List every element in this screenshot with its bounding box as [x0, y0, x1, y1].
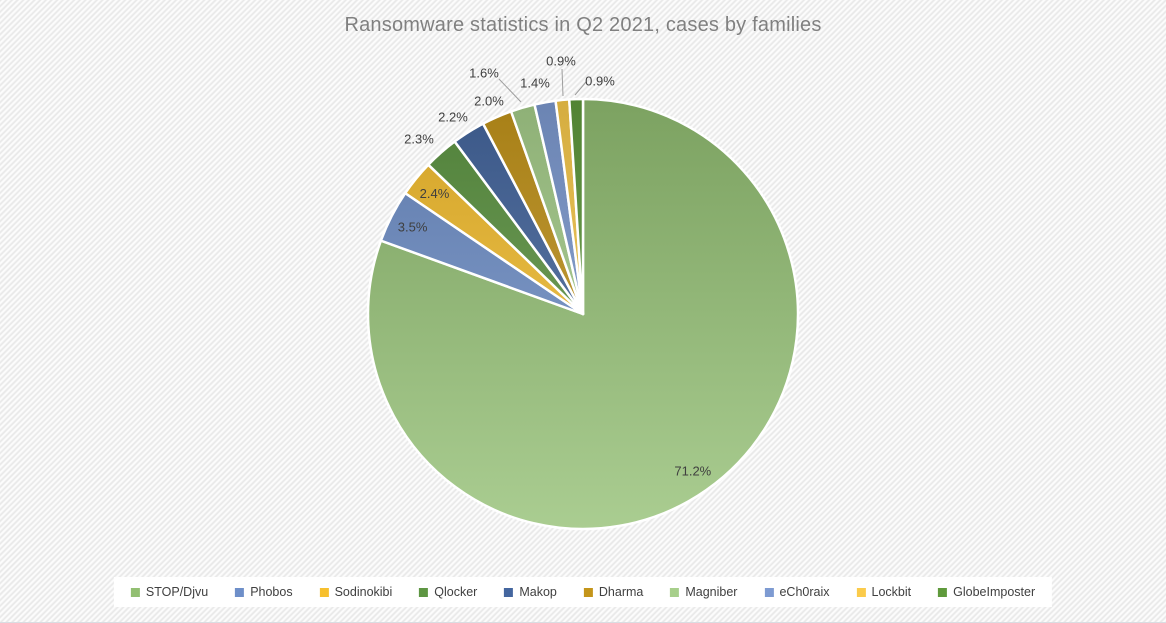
legend-item-sodinokibi: Sodinokibi — [319, 585, 393, 599]
legend-label-ech0raix: eCh0raix — [779, 585, 830, 599]
legend-item-dharma: Dharma — [583, 585, 644, 599]
legend-swatch-phobos — [235, 587, 245, 597]
legend-label-sodinokibi: Sodinokibi — [334, 585, 393, 599]
data-label-makop: 2.2% — [438, 110, 468, 125]
legend-swatch-dharma — [583, 587, 593, 597]
legend-item-globeimposter: GlobeImposter — [938, 585, 1035, 599]
legend-swatch-ech0raix — [764, 587, 774, 597]
data-label-qlocker: 2.3% — [404, 132, 434, 147]
legend-swatch-magniber — [670, 587, 680, 597]
data-label-stop-djvu: 71.2% — [674, 463, 711, 478]
legend-label-globeimposter: GlobeImposter — [953, 585, 1036, 599]
legend-label-makop: Makop — [519, 585, 557, 599]
data-label-magniber: 1.6% — [469, 66, 499, 81]
data-label-lockbit: 0.9% — [546, 54, 576, 69]
data-label-sodinokibi: 2.4% — [420, 186, 450, 201]
data-label-globeimposter: 0.9% — [585, 74, 615, 89]
leader-line-lockbit — [561, 68, 564, 97]
legend-item-stop-djvu: STOP/Djvu — [130, 585, 209, 599]
legend-swatch-qlocker — [419, 587, 429, 597]
legend-label-phobos: Phobos — [250, 585, 293, 599]
data-label-ech0raix: 1.4% — [520, 76, 550, 91]
legend-label-qlocker: Qlocker — [434, 585, 478, 599]
data-label-dharma: 2.0% — [474, 94, 504, 109]
legend-item-magniber: Magniber — [670, 585, 737, 599]
legend-item-phobos: Phobos — [235, 585, 293, 599]
legend-swatch-makop — [504, 587, 514, 597]
legend-swatch-sodinokibi — [319, 587, 329, 597]
legend-swatch-globeimposter — [938, 587, 948, 597]
legend-item-makop: Makop — [504, 585, 557, 599]
leader-line-magniber — [498, 78, 522, 103]
pie-slice-globeimposter — [568, 97, 585, 316]
legend-label-lockbit: Lockbit — [871, 585, 912, 599]
legend-swatch-lockbit — [856, 587, 866, 597]
legend-item-ech0raix: eCh0raix — [764, 585, 830, 599]
legend-label-dharma: Dharma — [598, 585, 644, 599]
chart-title: Ransomware statistics in Q2 2021, cases … — [344, 14, 822, 36]
chart-legend: STOP/Djvu Phobos Sodinokibi Qlocker Makop Dha… — [113, 577, 1053, 607]
legend-swatch-stop-djvu — [130, 587, 140, 597]
legend-item-qlocker: Qlocker — [419, 585, 477, 599]
legend-item-lockbit: Lockbit — [856, 585, 912, 599]
legend-label-stop-djvu: STOP/Djvu — [145, 585, 209, 599]
legend-label-magniber: Magniber — [685, 585, 738, 599]
data-label-phobos: 3.5% — [398, 220, 428, 235]
leader-line-globeimposter — [574, 81, 587, 96]
